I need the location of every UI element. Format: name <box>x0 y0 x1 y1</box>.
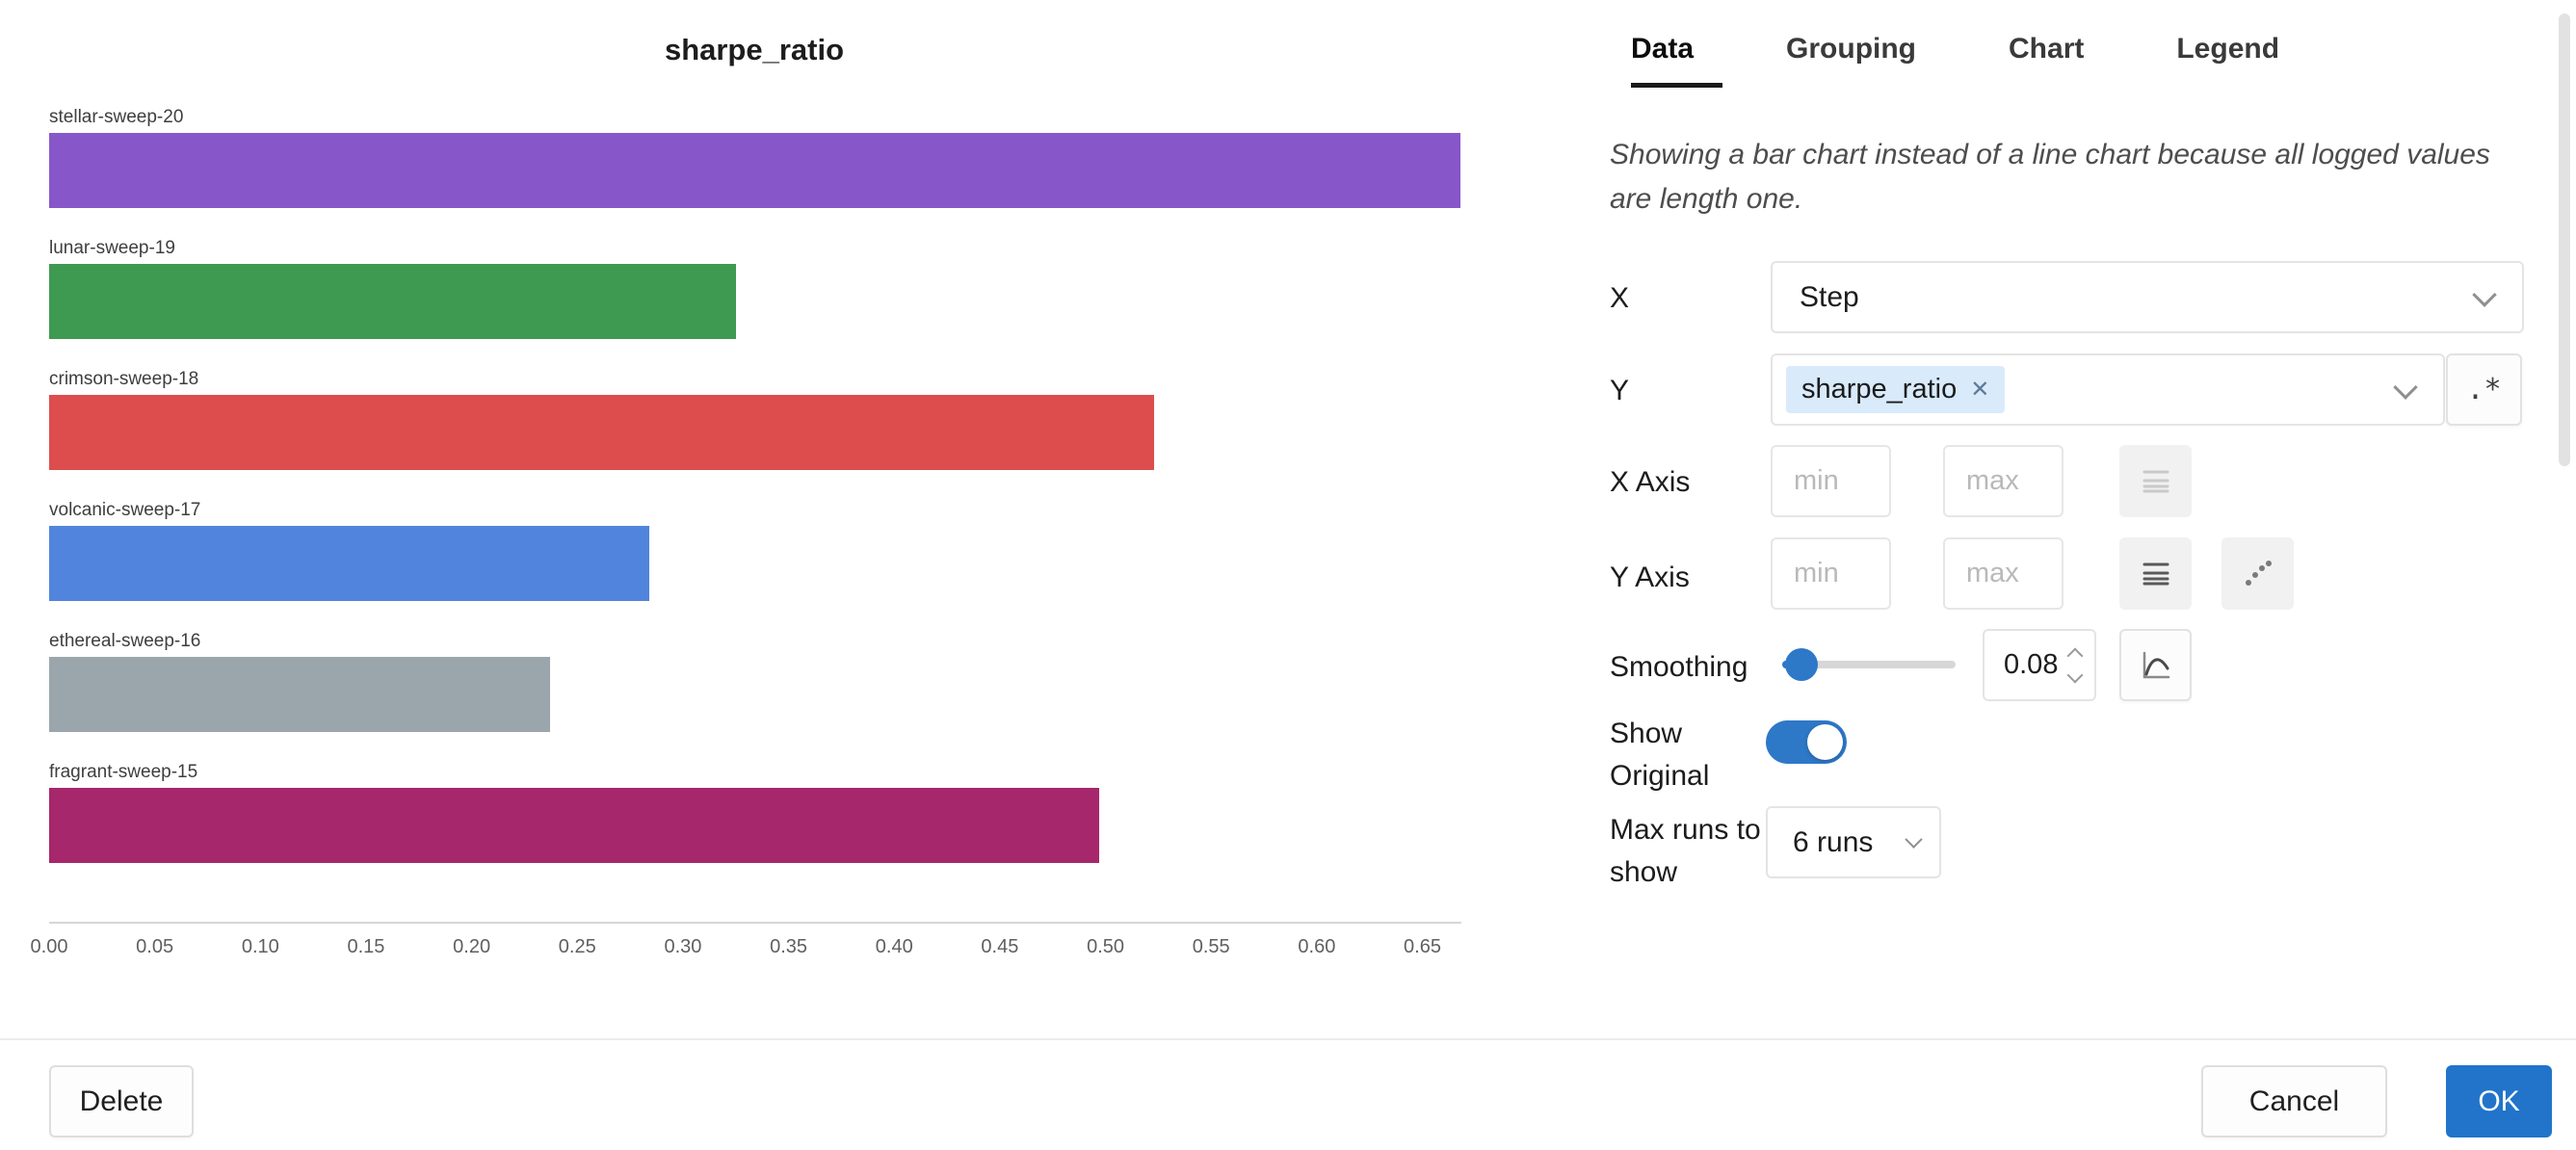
ok-button[interactable]: OK <box>2446 1065 2552 1137</box>
run-label: ethereal-sweep-16 <box>49 631 201 651</box>
delete-button[interactable]: Delete <box>49 1065 194 1137</box>
tab-grouping[interactable]: Grouping <box>1786 33 1917 65</box>
x-axis-log-scale-button[interactable] <box>2119 445 2192 517</box>
show-original-toggle[interactable] <box>1766 720 1847 764</box>
remove-tag-icon[interactable]: ✕ <box>1970 376 1990 403</box>
y-select[interactable]: sharpe_ratio ✕ <box>1771 353 2445 426</box>
bar <box>49 788 1099 863</box>
x-axis-label: X Axis <box>1610 466 1691 498</box>
bar-group: stellar-sweep-20 <box>49 106 1460 208</box>
y-axis-log-scale-button[interactable] <box>2119 537 2192 610</box>
x-tick-label: 0.20 <box>453 936 491 957</box>
max-runs-label: Max runs to show <box>1610 814 1761 888</box>
x-axis-line <box>49 922 1461 924</box>
stepper-down-icon[interactable] <box>2066 666 2084 683</box>
x-tick-label: 0.65 <box>1404 936 1441 957</box>
y-metric-tag[interactable]: sharpe_ratio ✕ <box>1786 366 2006 413</box>
scatter-points-icon <box>2245 560 2272 586</box>
bar <box>49 526 649 601</box>
bar <box>49 395 1154 470</box>
bar-group: volcanic-sweep-17 <box>49 499 1460 601</box>
max-runs-select[interactable]: 6 runs <box>1766 806 1941 878</box>
bar-chart-note: Showing a bar chart instead of a line ch… <box>1610 139 2490 215</box>
regex-filter-button[interactable]: .* <box>2446 353 2522 426</box>
chevron-down-icon <box>2472 281 2497 307</box>
bar-group: ethereal-sweep-16 <box>49 630 1460 732</box>
y-axis-scatter-points-button[interactable] <box>2221 537 2294 610</box>
x-axis-max-input[interactable] <box>1943 445 2063 517</box>
bar-group: lunar-sweep-19 <box>49 237 1460 339</box>
x-axis-min-input[interactable] <box>1771 445 1891 517</box>
x-tick-label: 0.30 <box>664 936 702 957</box>
x-axis-ticks: 0.00 0.05 0.10 0.15 0.20 0.25 0.30 0.35 0.40 0.45… <box>31 936 1460 967</box>
smoothing-slider[interactable] <box>1782 648 1956 681</box>
bar-group: fragrant-sweep-15 <box>49 761 1460 863</box>
max-runs-value: 6 runs <box>1793 825 1874 858</box>
toggle-knob <box>1807 724 1843 760</box>
smoothing-stepper[interactable] <box>2066 647 2084 683</box>
log-scale-icon <box>2142 470 2169 492</box>
y-metric-tag-label: sharpe_ratio <box>1801 374 1958 405</box>
x-tick-label: 0.35 <box>770 936 808 957</box>
bar <box>49 657 550 732</box>
smoothing-label: Smoothing <box>1610 651 1748 683</box>
tab-chart[interactable]: Chart <box>2009 33 2085 65</box>
x-tick-label: 0.55 <box>1192 936 1230 957</box>
bar <box>49 133 1460 208</box>
scrollbar-thumb[interactable] <box>2559 13 2570 466</box>
smoothing-value-input[interactable] <box>1983 629 2096 701</box>
y-axis-max-input[interactable] <box>1943 537 2063 610</box>
x-select[interactable]: Step <box>1771 261 2524 333</box>
tab-legend[interactable]: Legend <box>2176 33 2280 65</box>
chart-title: sharpe_ratio <box>664 33 845 66</box>
show-original-label: Show Original <box>1610 718 1710 792</box>
slider-knob[interactable] <box>1785 648 1818 681</box>
smoothing-type-button[interactable] <box>2119 629 2192 701</box>
smoothing-curve-icon <box>2142 651 2169 678</box>
slider-track[interactable] <box>1782 661 1956 668</box>
x-tick-label: 0.10 <box>241 936 279 957</box>
y-axis-label: Y Axis <box>1610 562 1690 593</box>
x-tick-label: 0.60 <box>1298 936 1336 957</box>
x-tick-label: 0.50 <box>1087 936 1125 957</box>
run-label: crimson-sweep-18 <box>49 369 199 389</box>
x-tick-label: 0.00 <box>30 936 68 957</box>
tabs: Data Grouping Chart Legend <box>1631 27 2308 88</box>
chevron-down-icon <box>2393 374 2418 400</box>
x-tick-label: 0.45 <box>981 936 1019 957</box>
smoothing-value-field[interactable] <box>2002 648 2075 682</box>
x-tick-label: 0.15 <box>347 936 385 957</box>
bar-chart: stellar-sweep-20 lunar-sweep-19 crimson-sw… <box>49 106 1460 925</box>
footer-divider <box>0 1038 2576 1040</box>
x-tick-label: 0.05 <box>136 936 174 957</box>
run-label: lunar-sweep-19 <box>49 238 175 258</box>
cancel-button[interactable]: Cancel <box>2201 1065 2387 1137</box>
y-label: Y <box>1610 375 1630 406</box>
bar <box>49 264 736 339</box>
run-label: fragrant-sweep-15 <box>49 762 198 782</box>
bar-group: crimson-sweep-18 <box>49 368 1460 470</box>
stepper-up-icon[interactable] <box>2066 647 2084 664</box>
tab-data[interactable]: Data <box>1631 27 1723 88</box>
x-tick-label: 0.40 <box>875 936 913 957</box>
panel-scrollbar[interactable] <box>2559 6 2570 1031</box>
run-label: volcanic-sweep-17 <box>49 500 201 520</box>
y-axis-min-input[interactable] <box>1771 537 1891 610</box>
x-tick-label: 0.25 <box>558 936 596 957</box>
x-select-value: Step <box>1800 280 1859 313</box>
chevron-down-icon <box>1905 830 1923 849</box>
run-label: stellar-sweep-20 <box>49 107 184 127</box>
x-label: X <box>1610 282 1630 314</box>
log-scale-icon <box>2142 562 2169 585</box>
